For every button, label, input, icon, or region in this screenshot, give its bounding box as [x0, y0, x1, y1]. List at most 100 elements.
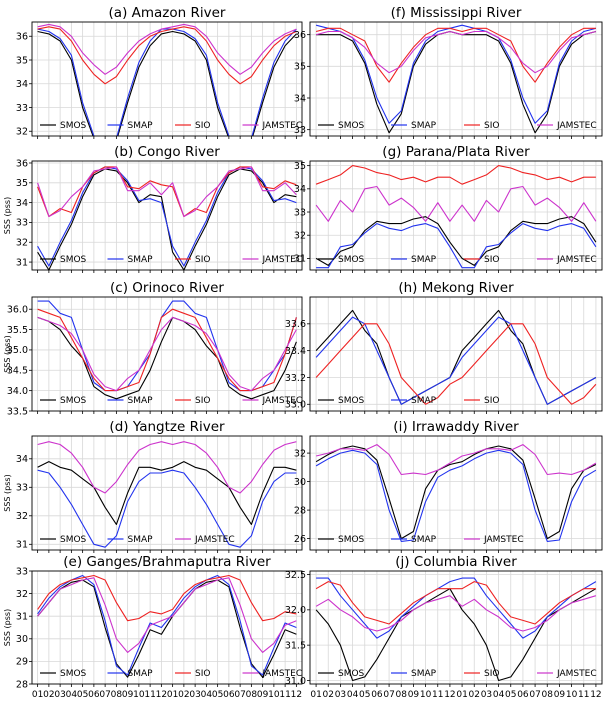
legend-label-jamstec: JAMSTEC [483, 535, 524, 545]
series-line-jamstec [37, 23, 297, 75]
x-tick-label: 04 [201, 690, 213, 700]
y-tick-label: 34.0 [7, 386, 28, 397]
panel-8: 33.0 33.2 33.4 33.6 (h) Mekong River SMOS SMAP… [285, 280, 603, 414]
plot-frame [31, 435, 303, 551]
x-tick-label: 08 [246, 690, 258, 700]
y-tick-label: 31 [16, 257, 28, 268]
y-tick-label: 31 [16, 612, 28, 623]
plot-frame [309, 160, 603, 271]
series-line-sio [37, 26, 297, 85]
plot-frame [31, 570, 303, 685]
x-tick-label: 03 [54, 690, 65, 700]
series-line-smap [37, 574, 297, 676]
legend-label-smap: SMAP [411, 535, 437, 545]
legend-label-smos: SMOS [60, 396, 87, 406]
legend-label-smos: SMOS [338, 121, 365, 131]
x-tick-label: 07 [529, 690, 540, 700]
series-group [37, 300, 297, 400]
x-tick-label: 12 [444, 690, 455, 700]
series-line-jamstec [37, 316, 297, 392]
panel-title: (i) Irrawaddy River [393, 419, 519, 435]
y-axis-label: SSS (pss) [3, 609, 12, 646]
x-tick-label: 12 [156, 690, 167, 700]
legend-label-sio: SIO [195, 396, 210, 406]
y-tick-label: 33 [16, 566, 28, 577]
y-tick-label: 32 [16, 589, 28, 600]
x-tick-label: 07 [99, 690, 110, 700]
x-tick-label: 01 [167, 690, 178, 700]
y-tick-label: 32 [294, 231, 306, 242]
y-tick-label: 32 [16, 238, 28, 249]
x-tick-label: 08 [542, 690, 554, 700]
x-tick-label: 09 [257, 690, 269, 700]
panel-7: 31 32 33 34 35 (g) Parana/Plata River SMOS SMAP… [294, 144, 603, 273]
x-tick-label: 06 [88, 690, 100, 700]
x-tick-label: 02 [323, 690, 334, 700]
panel-title: (d) Yangtze River [109, 419, 225, 435]
y-tick-label: 33 [16, 218, 28, 229]
y-tick-label: 35 [16, 178, 28, 189]
x-tick-label: 11 [578, 690, 589, 700]
legend-label-jamstec: JAMSTEC [556, 121, 597, 131]
y-tick-label: 35.5 [7, 325, 28, 336]
series-line-jamstec [315, 595, 597, 632]
legend-label-sio: SIO [195, 121, 210, 131]
y-tick-label: 32 [294, 448, 306, 459]
series-group [37, 574, 297, 678]
series-line-smos [315, 309, 597, 405]
y-tick-label: 34 [16, 79, 28, 90]
x-tick-label: 08 [396, 690, 408, 700]
panel-title: (f) Mississippi River [391, 5, 522, 21]
x-tick-label: 02 [43, 690, 54, 700]
legend-label-sio: SIO [195, 255, 210, 265]
legend-label-sio: SIO [484, 669, 499, 679]
series-line-smap [315, 449, 597, 542]
x-tick-label: 10 [268, 690, 280, 700]
x-tick-label: 02 [469, 690, 480, 700]
panel-10: 31.031.532.032.501 02 03 04 05 06 07 08 09 10 11 12… [285, 554, 603, 700]
y-axis-label: SSS (pss) [3, 335, 12, 372]
legend-label-smap: SMAP [128, 121, 154, 131]
y-tick-label: 31 [16, 540, 28, 551]
x-tick-label: 01 [456, 690, 467, 700]
series-line-smap [316, 577, 597, 639]
panel-title: (e) Ganges/Brahmaputra River [63, 554, 271, 570]
series-line-sio [315, 323, 597, 405]
plot-frame [31, 21, 303, 137]
x-tick-label: 04 [66, 690, 78, 700]
legend-label-smos: SMOS [338, 669, 365, 679]
y-tick-label: 34 [16, 454, 28, 465]
legend-label-smos: SMOS [60, 535, 87, 545]
x-tick-label: 12 [291, 690, 302, 700]
legend-label-sio: SIO [484, 121, 499, 131]
series-line-smos [37, 316, 297, 400]
x-tick-label: 06 [223, 690, 235, 700]
y-tick-label: 34 [294, 93, 306, 104]
series-line-smos [37, 30, 297, 136]
y-tick-label: 30 [294, 477, 306, 488]
series-line-smap [37, 166, 297, 267]
x-tick-label: 10 [420, 690, 432, 700]
legend-label-jamstec: JAMSTEC [194, 535, 235, 545]
y-tick-label: 35 [294, 62, 306, 73]
series-group [315, 165, 597, 269]
series-group [315, 444, 597, 542]
legend-label-smap: SMAP [128, 255, 154, 265]
panel-1: 32 33 34 35 36 (a) Amazon River SMOS SMAP SIO JAM… [16, 5, 303, 139]
x-tick-label: 06 [517, 690, 529, 700]
y-tick-label: 33.6 [285, 319, 306, 330]
series-line-jamstec [315, 444, 597, 476]
series-line-smap [315, 316, 597, 405]
x-tick-label: 03 [335, 690, 346, 700]
y-tick-label: 33 [294, 125, 306, 136]
legend-label-smap: SMAP [411, 669, 437, 679]
series-line-jamstec [37, 166, 297, 218]
panel-3: 33.5 34.0 34.5 35.0 35.5 36.0 (c) Orinoco Rive… [3, 280, 303, 417]
y-tick-label: 33.2 [285, 373, 306, 384]
x-tick-label: 08 [111, 690, 123, 700]
series-line-sio [315, 581, 596, 625]
y-tick-label: 33.4 [285, 346, 306, 357]
x-tick-label: 05 [77, 690, 88, 700]
y-axis-label: SSS (pss) [3, 197, 12, 234]
x-tick-label: 03 [481, 690, 492, 700]
